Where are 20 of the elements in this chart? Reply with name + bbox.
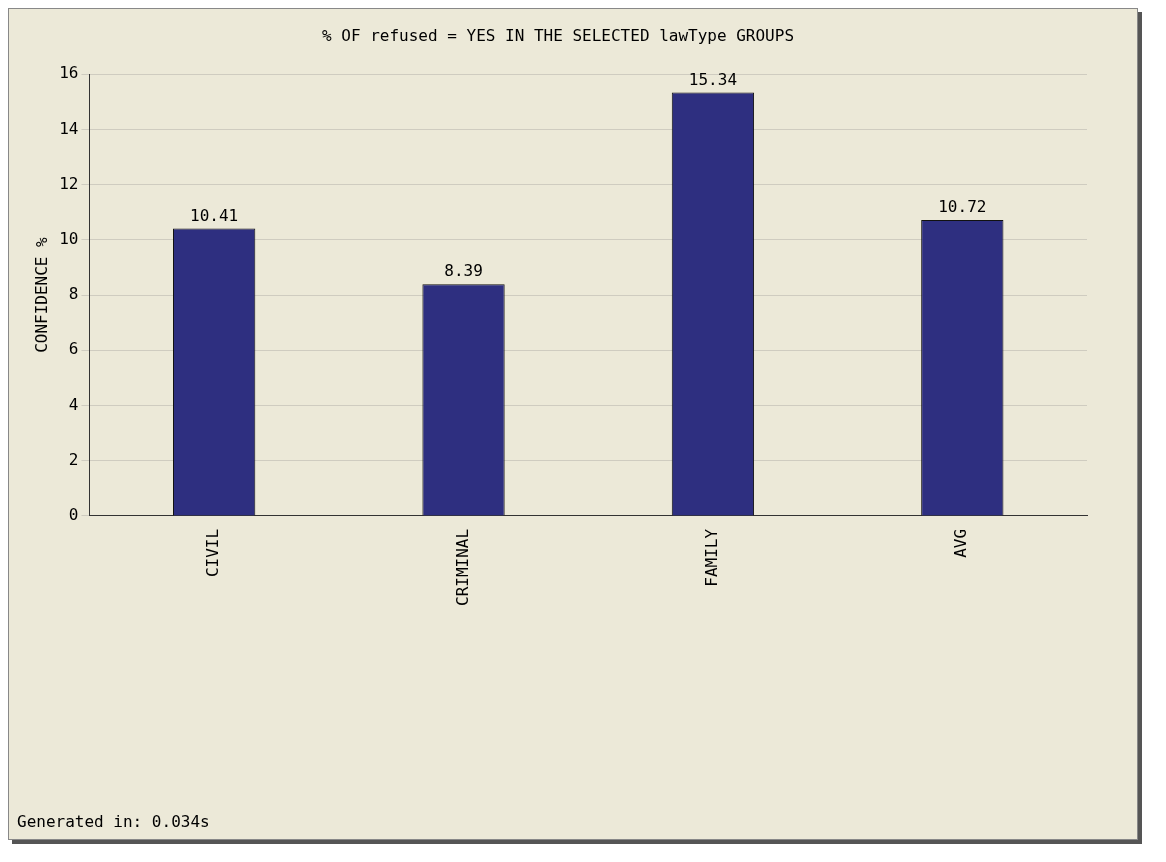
x-tick-label: CIVIL (203, 528, 223, 578)
x-tick-label: AVG (951, 528, 971, 558)
text: Generated in: 0.034s (17, 812, 210, 832)
chart-title: % OF refused = YES IN THE SELECTED lawType GROUPS (321, 25, 795, 45)
data-label: 10.72 (938, 197, 987, 217)
y-tick-label: 6 (68, 339, 79, 359)
x-tick-label: CRIMINAL (452, 528, 472, 606)
y-tick-label: 8 (68, 284, 79, 304)
y-tick-label: 0 (68, 505, 79, 525)
y-tick-label: 12 (59, 173, 79, 193)
data-label: 15.34 (688, 69, 738, 89)
data-label: 10.41 (190, 205, 239, 225)
y-tick-label: 4 (68, 394, 79, 414)
data-label: 8.39 (444, 261, 483, 281)
y-tick-label: 2 (68, 449, 79, 469)
y-tick-label: 16 (59, 63, 79, 83)
y-tick-label: 14 (59, 118, 79, 138)
x-tick-label: FAMILY (702, 528, 722, 587)
y-axis-title: CONFIDENCE % (31, 236, 51, 353)
y-tick-label: 10 (59, 229, 79, 249)
